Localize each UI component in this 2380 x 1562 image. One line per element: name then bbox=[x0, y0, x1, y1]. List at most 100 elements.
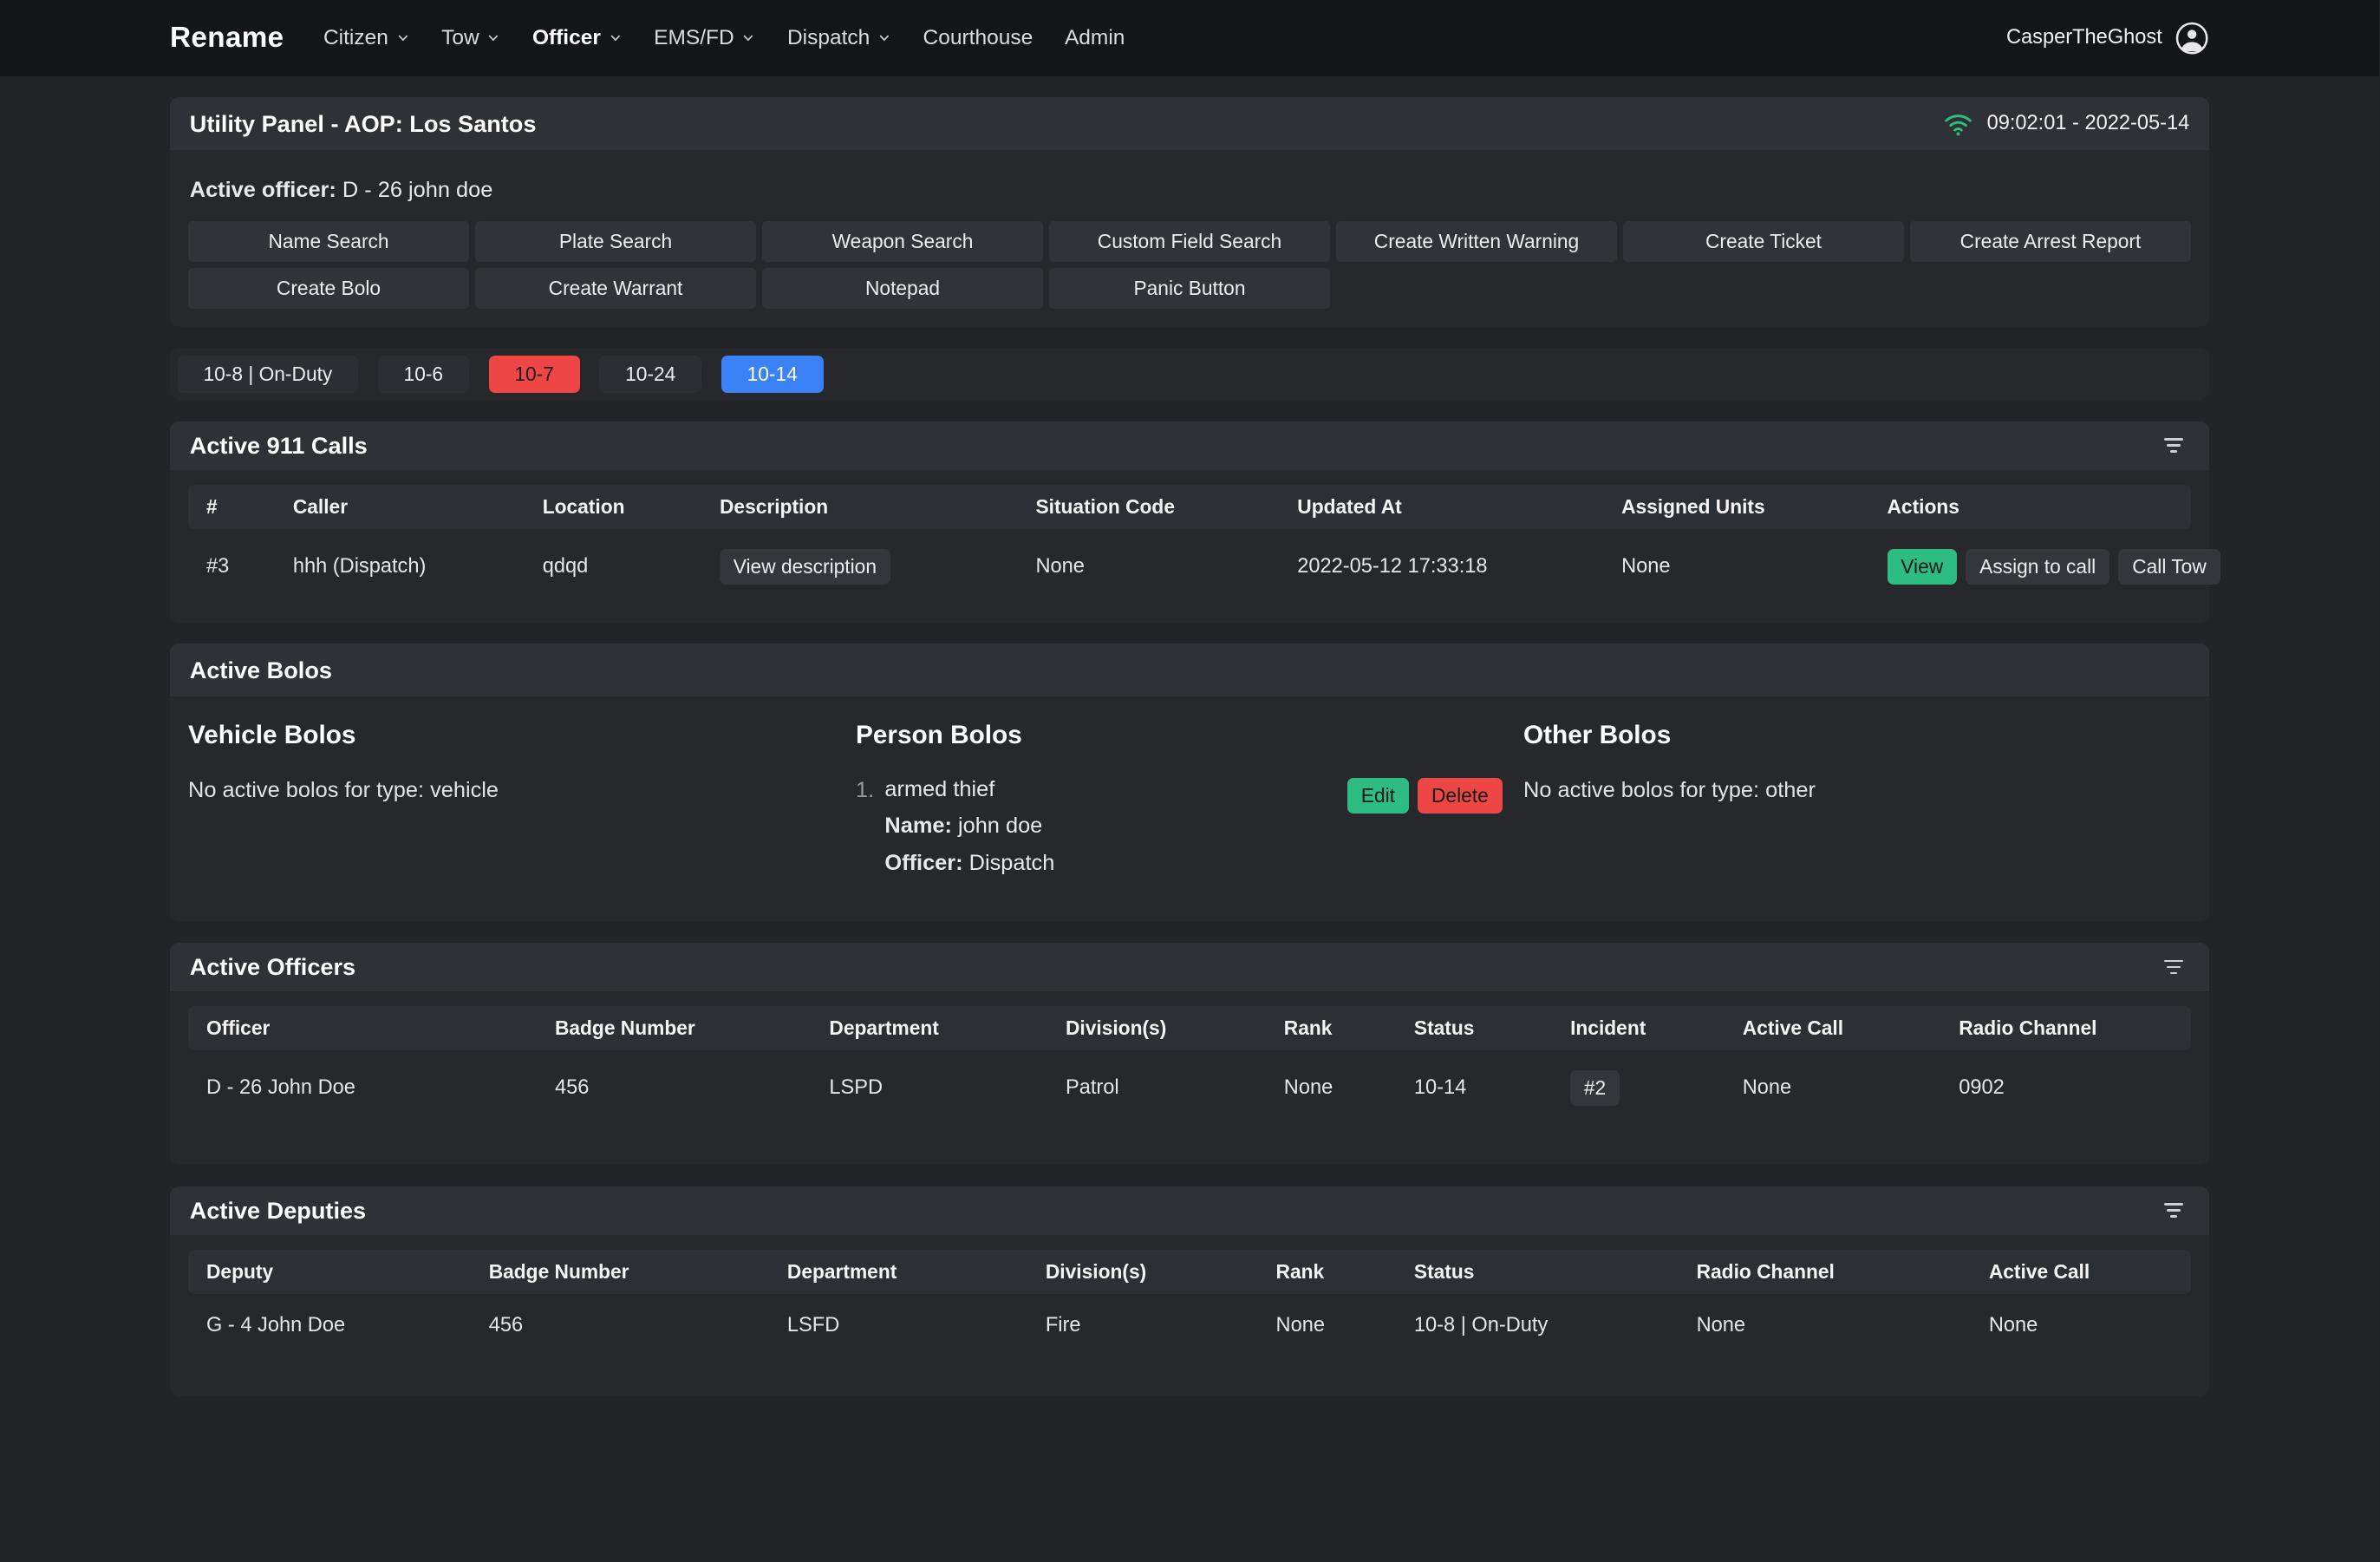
deputy-badge: 456 bbox=[488, 1313, 524, 1337]
deputy-radio-channel: None bbox=[1696, 1313, 1746, 1337]
active-officer-line: Active officer: D - 26 john doe bbox=[190, 178, 2190, 203]
vehicle-bolos-heading: Vehicle Bolos bbox=[188, 721, 356, 750]
person-bolos-heading: Person Bolos bbox=[856, 721, 1022, 750]
call-situation-code: None bbox=[1035, 554, 1085, 578]
create-written-warning-button[interactable]: Create Written Warning bbox=[1336, 220, 1617, 262]
status-10-8-button[interactable]: 10-8 | On-Duty bbox=[177, 355, 359, 394]
user-menu[interactable]: CasperTheGhost bbox=[2006, 21, 2209, 56]
delete-bolo-button[interactable]: Delete bbox=[1418, 777, 1503, 814]
bolo-name-line: Name: john doe bbox=[884, 814, 1043, 839]
deputy-status: 10-8 | On-Duty bbox=[1413, 1313, 1549, 1337]
assign-to-call-button[interactable]: Assign to call bbox=[1966, 548, 2109, 585]
officer-row: D - 26 John Doe 456 LSPD Patrol None 10-… bbox=[188, 1050, 2191, 1126]
clock-timestamp: 09:02:01 - 2022-05-14 bbox=[1986, 112, 2190, 135]
officer-active-call: None bbox=[1742, 1075, 1792, 1099]
active-bolos-panel: Active Bolos Vehicle Bolos No active bol… bbox=[170, 644, 2209, 922]
deputy-divisions: Fire bbox=[1045, 1313, 1081, 1337]
name-search-button[interactable]: Name Search bbox=[188, 220, 469, 262]
filter-icon[interactable] bbox=[2158, 1197, 2190, 1224]
deputy-row: G - 4 John Doe 456 LSFD Fire None 10-8 |… bbox=[188, 1294, 2191, 1357]
officer-badge: 456 bbox=[554, 1075, 590, 1099]
view-call-button[interactable]: View bbox=[1887, 548, 1957, 585]
custom-field-search-button[interactable]: Custom Field Search bbox=[1049, 220, 1330, 262]
utility-panel-title: Utility Panel - AOP: Los Santos bbox=[189, 109, 537, 137]
create-bolo-button[interactable]: Create Bolo bbox=[188, 268, 469, 310]
incident-link-button[interactable]: #2 bbox=[1570, 1069, 1620, 1106]
officers-header-row: Officer Badge Number Department Division… bbox=[188, 1006, 2191, 1051]
officer-divisions: Patrol bbox=[1065, 1075, 1119, 1099]
username: CasperTheGhost bbox=[2005, 26, 2162, 49]
person-bolos-column: Person Bolos 1. armed thief Name: john d… bbox=[856, 715, 1523, 888]
vehicle-bolos-empty-text: No active bolos for type: vehicle bbox=[188, 777, 499, 802]
weapon-search-button[interactable]: Weapon Search bbox=[762, 220, 1043, 262]
person-bolo-item: 1. armed thief Name: john doe Officer: D… bbox=[856, 776, 1523, 888]
officers-table: Officer Badge Number Department Division… bbox=[188, 1006, 2191, 1125]
notepad-button[interactable]: Notepad bbox=[762, 268, 1043, 310]
deputy-department: LSFD bbox=[786, 1313, 840, 1337]
status-10-6-button[interactable]: 10-6 bbox=[377, 355, 469, 394]
call-tow-button[interactable]: Call Tow bbox=[2118, 548, 2220, 585]
status-10-24-button[interactable]: 10-24 bbox=[599, 355, 702, 394]
officer-department: LSPD bbox=[829, 1075, 884, 1099]
edit-bolo-button[interactable]: Edit bbox=[1347, 777, 1409, 814]
vehicle-bolos-column: Vehicle Bolos No active bolos for type: … bbox=[188, 715, 856, 888]
utility-panel: Utility Panel - AOP: Los Santos 09:02:01… bbox=[170, 97, 2209, 328]
chevron-down-icon bbox=[488, 35, 499, 42]
deputies-table: Deputy Badge Number Department Division(… bbox=[188, 1250, 2191, 1356]
nav-item-citizen[interactable]: Citizen bbox=[323, 26, 409, 50]
officer-radio-channel: 0902 bbox=[1959, 1075, 2005, 1099]
active-deputies-panel: Active Deputies Deputy Badge Number Depa… bbox=[170, 1186, 2209, 1396]
status-10-7-button[interactable]: 10-7 bbox=[488, 355, 580, 394]
call-updated-at: 2022-05-12 17:33:18 bbox=[1297, 554, 1488, 578]
call-case-number: #3 bbox=[206, 554, 230, 578]
plate-search-button[interactable]: Plate Search bbox=[475, 220, 756, 262]
chevron-down-icon bbox=[743, 35, 753, 42]
active-911-calls-title: Active 911 Calls bbox=[189, 431, 368, 459]
active-officers-title: Active Officers bbox=[189, 952, 356, 980]
filter-icon[interactable] bbox=[2158, 432, 2190, 459]
panic-button[interactable]: Panic Button bbox=[1049, 268, 1330, 310]
deputy-rank: None bbox=[1275, 1313, 1325, 1337]
call-location: qdqd bbox=[542, 554, 589, 578]
chevron-down-icon bbox=[398, 35, 408, 42]
user-avatar-icon bbox=[2175, 22, 2208, 55]
nav-item-dispatch[interactable]: Dispatch bbox=[787, 26, 891, 50]
other-bolos-column: Other Bolos No active bolos for type: ot… bbox=[1523, 715, 2191, 888]
officer-rank: None bbox=[1283, 1075, 1333, 1099]
nav-item-officer[interactable]: Officer bbox=[532, 26, 622, 50]
call-row: #3 hhh (Dispatch) qdqd View description … bbox=[188, 529, 2220, 605]
create-arrest-report-button[interactable]: Create Arrest Report bbox=[1910, 220, 2191, 262]
other-bolos-heading: Other Bolos bbox=[1523, 721, 1672, 750]
chevron-down-icon bbox=[610, 35, 620, 42]
calls-header-row: # Caller Location Description Situation … bbox=[188, 485, 2191, 529]
bolo-list-index: 1. bbox=[856, 777, 875, 802]
signal-wifi-icon bbox=[1945, 114, 1972, 136]
active-officers-panel: Active Officers Officer Badge Number Dep… bbox=[170, 942, 2209, 1166]
active-officer-label: Active officer: bbox=[189, 177, 336, 202]
nav-item-admin[interactable]: Admin bbox=[1064, 25, 1125, 49]
utility-button-grid: Name Search Plate Search Weapon Search C… bbox=[188, 220, 2191, 310]
bolo-title: armed thief bbox=[884, 776, 995, 801]
deputy-active-call: None bbox=[1988, 1313, 2038, 1337]
calls-table: # Caller Location Description Situation … bbox=[188, 485, 2220, 605]
brand-logo[interactable]: Rename bbox=[170, 21, 284, 54]
active-officer-value: D - 26 john doe bbox=[342, 177, 493, 202]
active-deputies-title: Active Deputies bbox=[189, 1196, 367, 1224]
active-bolos-title: Active Bolos bbox=[189, 656, 332, 683]
active-911-calls-panel: Active 911 Calls # Caller Location Descr… bbox=[170, 421, 2220, 623]
nav-item-emsfd[interactable]: EMS/FD bbox=[654, 26, 755, 50]
bolo-officer-line: Officer: Dispatch bbox=[884, 850, 1055, 875]
view-description-button[interactable]: View description bbox=[719, 548, 890, 585]
chevron-down-icon bbox=[879, 35, 890, 42]
create-ticket-button[interactable]: Create Ticket bbox=[1623, 220, 1904, 262]
deputies-header-row: Deputy Badge Number Department Division(… bbox=[188, 1250, 2191, 1294]
officer-name: D - 26 John Doe bbox=[206, 1075, 355, 1099]
call-assigned-units: None bbox=[1621, 554, 1671, 578]
nav-item-tow[interactable]: Tow bbox=[441, 26, 500, 50]
create-warrant-button[interactable]: Create Warrant bbox=[475, 268, 756, 310]
status-button-strip: 10-8 | On-Duty 10-6 10-7 10-24 10-14 bbox=[170, 348, 2209, 401]
filter-icon[interactable] bbox=[2158, 954, 2190, 981]
nav-menu: Citizen Tow Officer EMS/FD Dispatch Cour… bbox=[323, 26, 1125, 50]
nav-item-courthouse[interactable]: Courthouse bbox=[923, 25, 1034, 49]
status-10-14-button[interactable]: 10-14 bbox=[721, 355, 824, 394]
